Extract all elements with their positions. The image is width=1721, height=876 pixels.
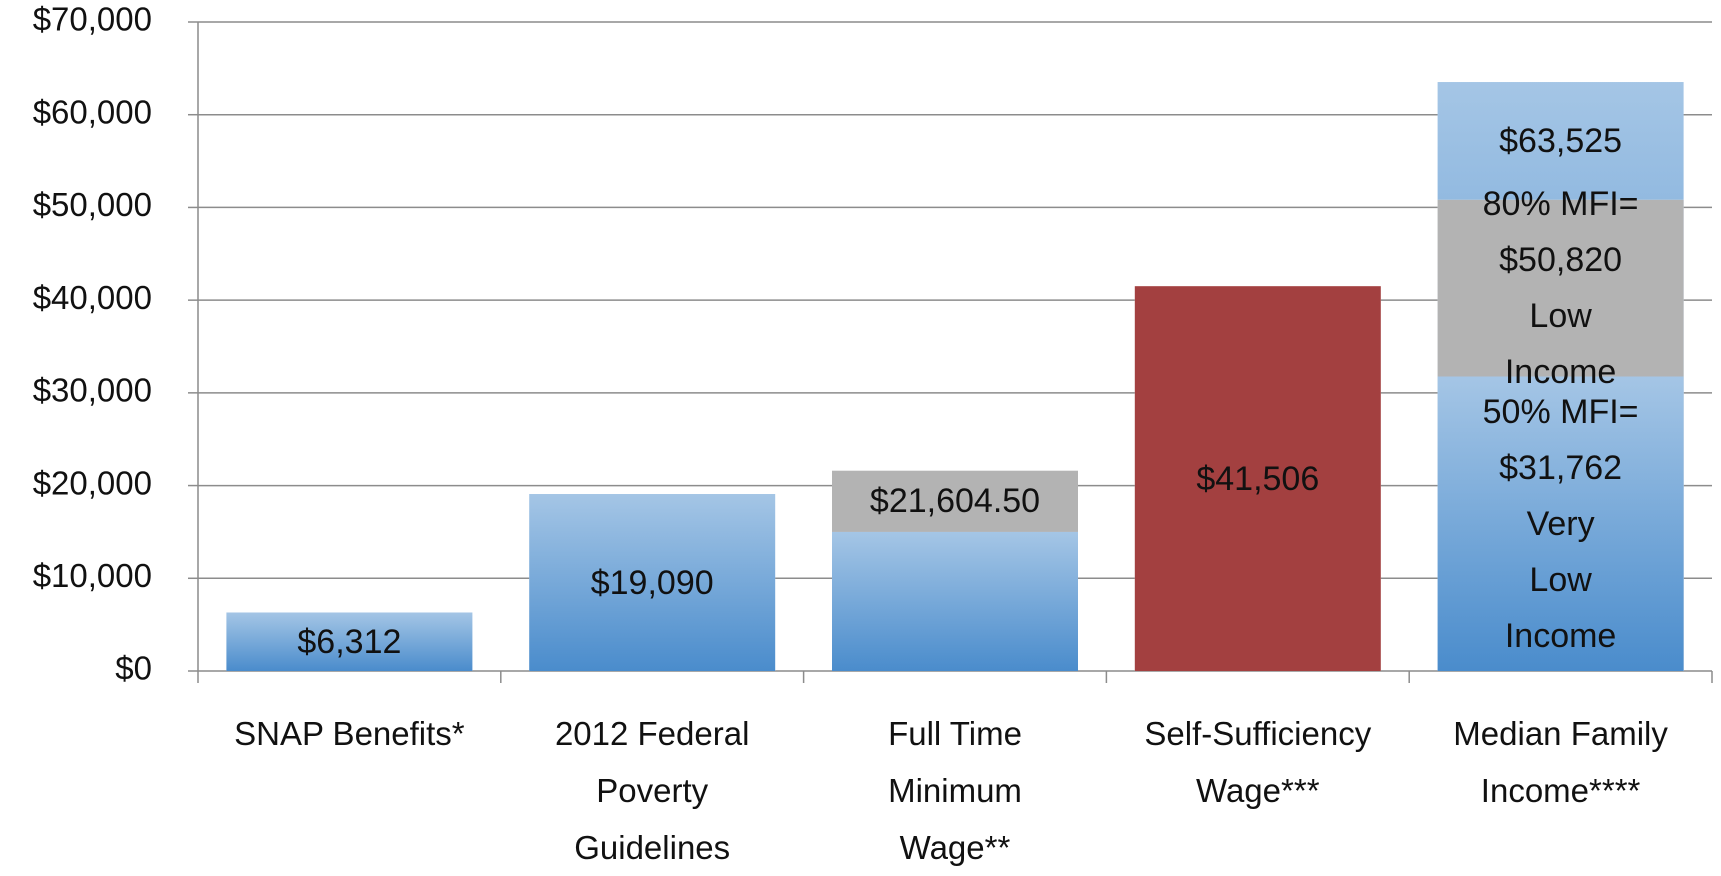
- x-tick-label: Full Time Minimum Wage**: [888, 715, 1022, 866]
- y-tick-label: $30,000: [33, 372, 152, 409]
- y-tick-label: $20,000: [33, 464, 152, 501]
- x-tick-label: Median Family Income****: [1453, 715, 1668, 809]
- x-tick-label: Self-Sufficiency Wage***: [1144, 715, 1372, 809]
- y-tick-label: $50,000: [33, 186, 152, 223]
- y-tick-label: $60,000: [33, 93, 152, 130]
- data-label: $63,525: [1499, 121, 1623, 160]
- bar: [1437, 376, 1684, 671]
- bar: [226, 612, 473, 671]
- bar: [1134, 286, 1381, 671]
- data-label: $41,506: [1196, 459, 1320, 498]
- y-tick-label: $70,000: [33, 1, 152, 38]
- y-tick-label: $0: [115, 650, 152, 687]
- y-tick-label: $40,000: [33, 279, 152, 316]
- data-label: $21,604.50: [869, 482, 1041, 521]
- data-label: 50% MFI= $31,762 Very Low Income: [1482, 392, 1639, 655]
- bar: [832, 531, 1078, 671]
- data-label: $6,312: [297, 622, 402, 661]
- bar: [529, 494, 776, 671]
- x-tick-label: 2012 Federal Poverty Guidelines: [554, 715, 750, 866]
- data-label: 80% MFI= $50,820 Low Income: [1482, 185, 1639, 392]
- data-label: $19,090: [590, 563, 714, 602]
- x-tick-label: SNAP Benefits*: [234, 715, 465, 752]
- y-tick-label: $10,000: [33, 557, 152, 594]
